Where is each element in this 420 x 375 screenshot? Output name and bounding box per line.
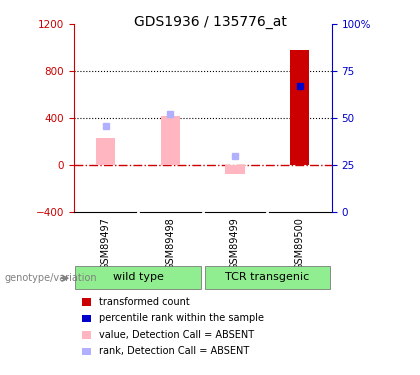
Text: percentile rank within the sample: percentile rank within the sample	[99, 314, 264, 323]
Text: transformed count: transformed count	[99, 297, 189, 307]
Bar	[225, 165, 244, 174]
Text: GSM89500: GSM89500	[294, 217, 304, 270]
Text: rank, Detection Call = ABSENT: rank, Detection Call = ABSENT	[99, 346, 249, 356]
Bar	[161, 116, 180, 165]
Text: wild type: wild type	[113, 272, 163, 282]
Text: genotype/variation: genotype/variation	[4, 273, 97, 283]
Bar	[205, 266, 330, 290]
Text: value, Detection Call = ABSENT: value, Detection Call = ABSENT	[99, 330, 254, 340]
Text: TCR transgenic: TCR transgenic	[225, 272, 310, 282]
Text: GSM89497: GSM89497	[101, 217, 111, 270]
Text: GSM89499: GSM89499	[230, 217, 240, 270]
Bar	[96, 138, 116, 165]
Bar	[290, 50, 309, 165]
Bar	[76, 266, 201, 290]
Text: GSM89498: GSM89498	[165, 217, 176, 270]
Text: GDS1936 / 135776_at: GDS1936 / 135776_at	[134, 15, 286, 29]
